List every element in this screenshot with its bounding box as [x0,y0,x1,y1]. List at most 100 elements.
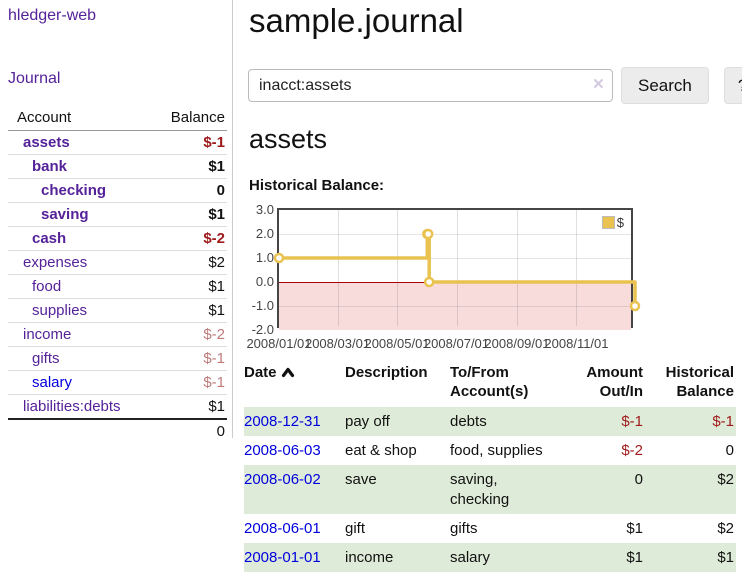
account-link-checking[interactable]: checking [41,182,107,199]
account-row: bank $1 [8,154,227,179]
search-input[interactable] [248,69,613,102]
chart-x-tick-label: 2008/09/01 [484,336,550,351]
account-row: cash $-2 [8,226,227,251]
account-name-cell: expenses [8,250,147,275]
transaction-date-link[interactable]: 2008-06-02 [244,471,321,488]
transaction-date-link[interactable]: 2008-12-31 [244,413,321,430]
register-table: Date Description To/From Account(s) Amou… [244,361,736,572]
account-row: supplies $1 [8,298,227,323]
register-balance-cell: 0 [725,442,734,459]
chart-vertical-gridline [337,210,339,326]
register-amount-cell: $1 [626,549,643,566]
register-description-cell: pay off [345,413,390,430]
register-header-row: Date Description To/From Account(s) Amou… [244,361,736,407]
account-row: gifts $-1 [8,346,227,371]
chart-data-point [629,300,641,312]
app-title-link[interactable]: hledger-web [8,7,97,24]
account-name-cell: income [8,322,147,347]
chart-vertical-gridline [456,210,458,326]
account-balance: $1 [146,394,227,419]
register-row: 2008-06-02 save saving, checking 0 $2 [244,465,736,514]
historical-balance-chart: 2008/01/01 2008/03/01 2008/05/01 2008/07/01… [244,202,738,353]
chart-x-tick-label: 2008/05/01 [364,336,430,351]
chart-data-point [423,276,435,288]
account-balance: 0 [146,178,227,203]
register-accounts-cell: saving, checking [450,471,510,508]
account-link-saving[interactable]: saving [41,206,89,223]
account-name-cell: supplies [8,298,147,323]
register-accounts-cell: gifts [450,520,478,537]
chart-y-tick-label: -1.0 [251,298,274,313]
account-name-cell: salary [8,370,147,395]
chart-vertical-gridline [516,210,518,326]
account-link-supplies[interactable]: supplies [32,302,88,319]
account-row: assets $-1 [8,131,227,155]
register-date-cell: 2008-01-01 [244,543,345,572]
search-button[interactable]: Search [621,67,709,104]
account-balance: $-1 [146,370,227,395]
search-form: × Search ? [248,67,742,104]
accounts-total-row: 0 [8,418,227,443]
account-link-expenses[interactable]: expenses [23,254,88,271]
account-heading: assets [249,124,328,154]
chart-series [273,228,641,312]
register-description-cell: save [345,471,377,488]
accounts-header-account: Account [8,107,147,131]
register-amount-cell: 0 [634,471,643,488]
register-accounts-cell: salary [450,549,491,566]
register-header-date-label: Date [244,364,277,381]
accounts-total-spacer [8,418,147,443]
account-balance: $-2 [146,322,227,347]
chart-x-tick-label: 2008/07/01 [423,336,490,351]
account-balance: $1 [146,154,227,179]
register-accounts-cell: debts [450,413,487,430]
chart-vertical-gridline [576,210,578,326]
chart-x-tick-label: 2008/01/01 [246,336,312,351]
account-link-gifts[interactable]: gifts [32,350,60,367]
account-link-salary[interactable]: salary [32,374,73,391]
account-balance: $2 [146,250,227,275]
register-amount-cell: $-2 [621,442,643,459]
register-header-balance: Historical Balance [665,364,734,400]
chart-y-tick-label: 1.0 [255,250,274,265]
page-title: sample.journal [249,2,464,39]
register-date-cell: 2008-06-02 [244,465,345,514]
register-row: 2008-06-03 eat & shop food, supplies $-2 0 [244,436,736,465]
account-link-cash[interactable]: cash [32,230,67,247]
chart-legend: $ [599,214,626,231]
register-description-cell: eat & shop [345,442,417,459]
chart-vertical-gridline [397,210,399,326]
register-header-description: Description [345,364,428,381]
transaction-date-link[interactable]: 2008-06-01 [244,520,321,537]
chart-title: Historical Balance: [249,177,385,194]
transaction-date-link[interactable]: 2008-01-01 [244,549,321,566]
register-row: 2008-06-01 gift gifts $1 $2 [244,514,736,543]
account-row: liabilities:debts $1 [8,394,227,419]
register-header-date[interactable]: Date [244,361,345,407]
chart-data-point [422,228,434,240]
register-balance-cell: $2 [717,520,734,537]
account-link-assets[interactable]: assets [23,134,70,151]
account-link-liabilities:debts[interactable]: liabilities:debts [23,398,121,415]
account-balance: $-1 [203,134,225,151]
chart-data-point [273,252,285,264]
account-link-bank[interactable]: bank [32,158,68,175]
help-button[interactable]: ? [723,67,742,104]
account-link-income[interactable]: income [23,326,72,343]
chart-y-tick-label: 0.0 [255,274,274,289]
account-name-cell: gifts [8,346,147,371]
register-balance-cell: $1 [717,549,734,566]
accounts-total-value: 0 [146,418,227,443]
transaction-date-link[interactable]: 2008-06-03 [244,442,321,459]
register-balance-cell: $2 [717,471,734,488]
clear-search-icon[interactable]: × [592,74,604,95]
sidebar-item-journal[interactable]: Journal [8,70,61,87]
account-row: saving $1 [8,202,227,227]
account-name-cell: assets [8,131,147,155]
chart-horizontal-gridline [279,234,631,235]
chart-horizontal-gridline [279,306,631,307]
account-link-food[interactable]: food [32,278,62,295]
legend-series-label: $ [616,215,624,230]
chart-negative-region [279,282,631,330]
register-header-accounts: To/From Account(s) [450,364,529,400]
